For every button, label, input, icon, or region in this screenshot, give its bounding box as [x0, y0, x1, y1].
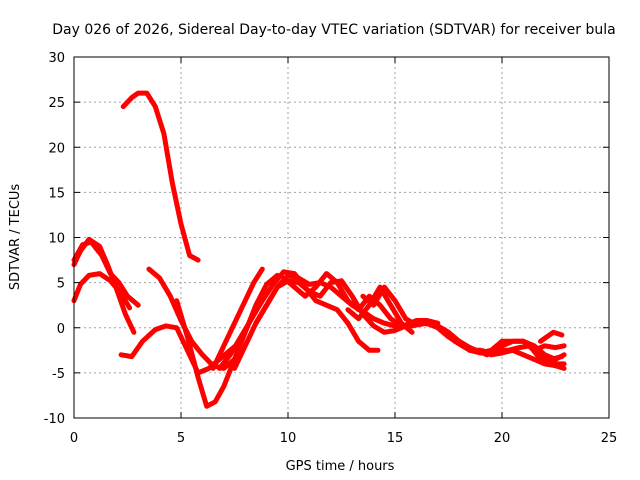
x-tick-label: 15 — [387, 431, 404, 446]
grid-lines — [74, 57, 609, 418]
y-tick-label: 0 — [57, 322, 65, 337]
y-tick-label: 30 — [48, 51, 65, 66]
x-axis-label: GPS time / hours — [286, 459, 395, 474]
y-tick-label: 5 — [57, 277, 65, 292]
y-tick-label: 25 — [48, 96, 65, 111]
x-tick-label: 20 — [494, 431, 511, 446]
y-tick-label: -10 — [44, 412, 65, 427]
y-tick-label: 15 — [48, 186, 65, 201]
series-arc-4 — [120, 90, 201, 263]
x-tick-label: 5 — [177, 431, 185, 446]
chart-title: Day 026 of 2026, Sidereal Day-to-day VTE… — [52, 22, 615, 38]
series-arc-13 — [345, 284, 415, 335]
series-arc-15 — [456, 338, 567, 362]
x-tick-label: 0 — [70, 431, 78, 446]
series-arc-2 — [71, 239, 141, 308]
series-arc-5 — [118, 323, 244, 376]
data-series — [71, 90, 567, 409]
y-tick-label: -5 — [52, 367, 65, 382]
y-tick-label: 20 — [48, 141, 65, 156]
series-arc-16 — [488, 347, 567, 371]
y-tick-label: 10 — [48, 232, 65, 247]
series-arc-8 — [210, 266, 265, 371]
series-arc-1 — [71, 236, 137, 335]
series-arc-17 — [538, 329, 565, 344]
series-arc-3 — [71, 271, 133, 311]
series-arc-7 — [174, 272, 280, 409]
y-axis-label: SDTVAR / TECUs — [8, 184, 23, 291]
x-tick-label: 25 — [601, 431, 618, 446]
x-tick-label: 10 — [280, 431, 297, 446]
axis-ticks: -10 -5 0 5 10 15 20 25 30 0 5 10 15 20 25 — [44, 51, 618, 446]
series-arc-18 — [531, 343, 567, 353]
